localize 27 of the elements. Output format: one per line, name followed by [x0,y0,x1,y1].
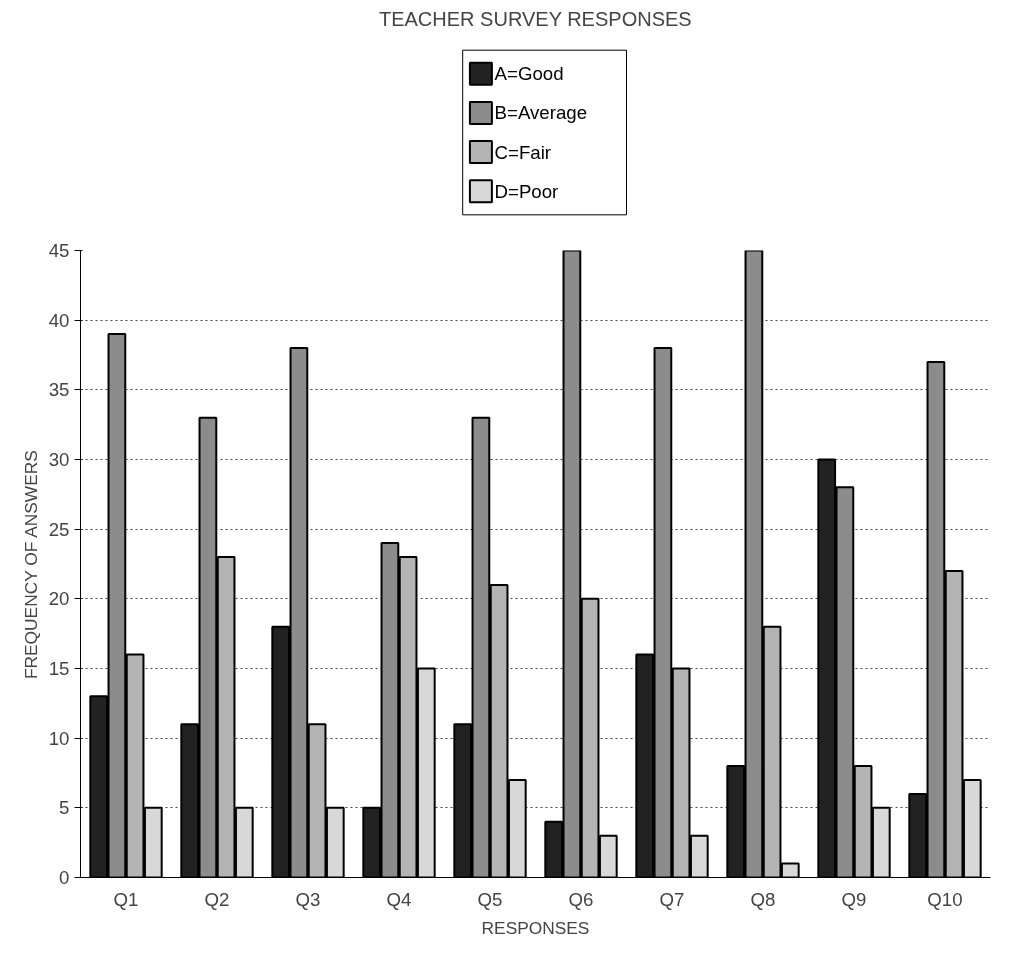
x-tick-label: Q9 [841,888,867,910]
x-axis-title: RESPONSES [481,917,590,938]
y-tick-label: 15 [48,658,70,679]
x-tick-label: Q1 [113,888,139,910]
x-tick-label: Q4 [386,888,412,910]
y-tick-label: 45 [48,240,70,261]
x-tick-label: Q5 [477,888,503,910]
y-tick-label: 20 [48,588,70,610]
y-tick-label: 30 [48,449,70,470]
legend-label: A=Good [494,63,564,85]
y-tick-label: 35 [48,379,70,401]
legend-label: C=Fair [494,141,552,163]
x-tick-label: Q7 [659,888,685,910]
x-tick-label: Q3 [295,888,321,910]
x-tick-label: Q8 [750,888,776,910]
x-tick-label: Q10 [927,888,963,910]
y-axis-title: FREQUENCY OF ANSWERS [20,450,41,680]
y-tick-label: 25 [48,518,70,540]
chart-title: TEACHER SURVEY RESPONSES [378,7,692,30]
y-tick-label: 0 [59,867,70,888]
x-tick-label: Q6 [568,888,594,910]
x-tick-label: Q2 [204,888,230,910]
legend-label: B=Average [494,102,588,124]
legend-label: D=Poor [494,180,559,202]
y-tick-label: 10 [48,727,70,749]
y-tick-label: 40 [48,309,70,331]
y-tick-label: 5 [59,797,70,819]
